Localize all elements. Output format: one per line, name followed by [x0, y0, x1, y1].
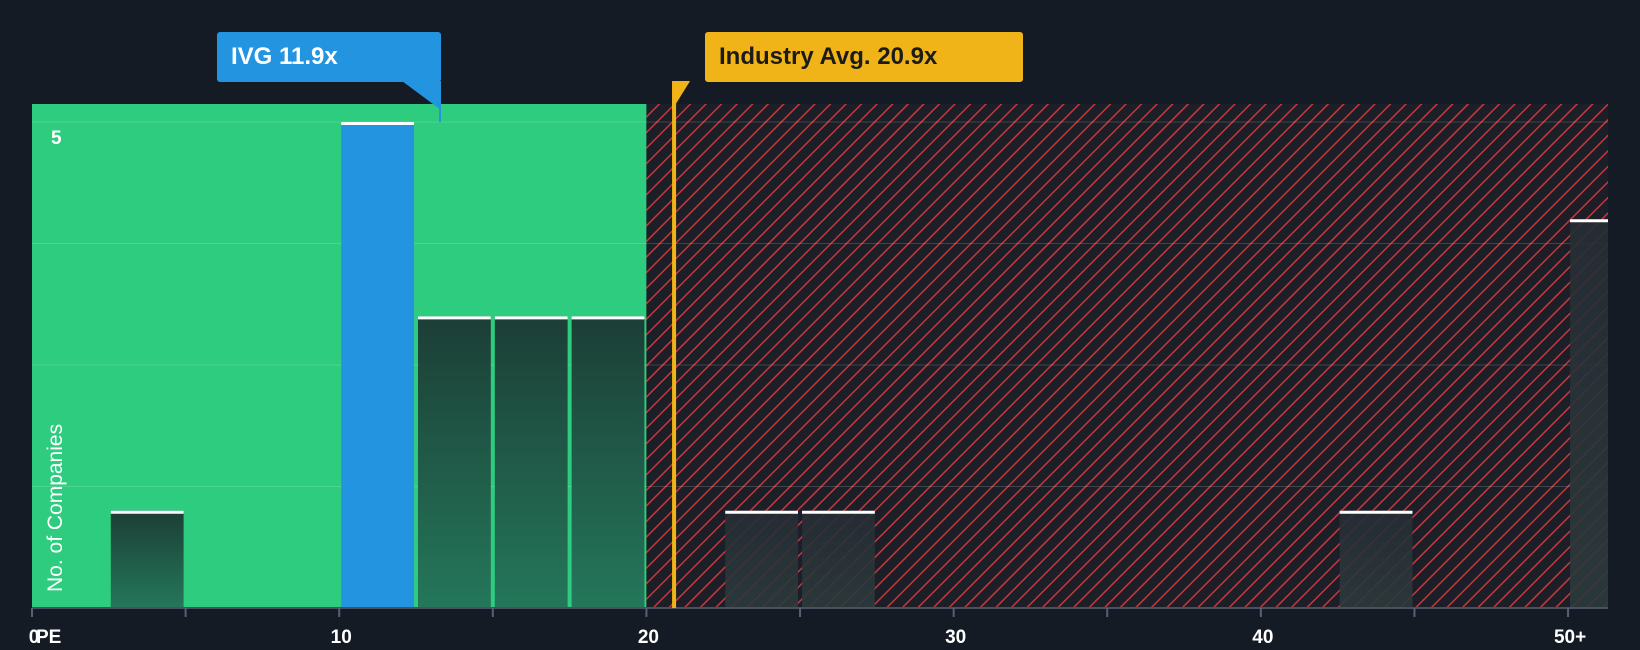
- company-pe-callout: IVG 11.9x: [217, 32, 441, 82]
- histogram-bar: [341, 122, 415, 608]
- industry-callout-pointer: [672, 81, 691, 110]
- histogram-bar: [494, 316, 568, 608]
- x-tick-label: 40: [1252, 627, 1273, 648]
- x-tick-label: 30: [945, 627, 966, 648]
- x-tick-label: 20: [638, 627, 659, 648]
- histogram-bar: [1339, 510, 1413, 608]
- x-axis-label: PE: [36, 627, 61, 648]
- histogram-bar: [110, 510, 184, 608]
- company-callout-pointer: [402, 81, 441, 110]
- x-tick-label: 10: [331, 627, 352, 648]
- histogram-bar: [802, 510, 875, 608]
- histogram-bar: [571, 316, 645, 608]
- histogram-bar: [418, 316, 491, 608]
- bars: [110, 122, 1608, 608]
- x-tick-label: 50+: [1554, 627, 1586, 648]
- y-axis-label: No. of Companies: [44, 424, 67, 592]
- x-axis-ticks: 0 10 20 30 40 50+: [29, 608, 1586, 648]
- industry-average-callout: Industry Avg. 20.9x: [705, 32, 1023, 82]
- y-tick-label: 5: [51, 128, 62, 149]
- histogram-bar: [1570, 219, 1608, 608]
- x-tick-label: 0: [29, 627, 40, 648]
- gridlines: [32, 121, 1608, 487]
- histogram-bar: [725, 510, 799, 608]
